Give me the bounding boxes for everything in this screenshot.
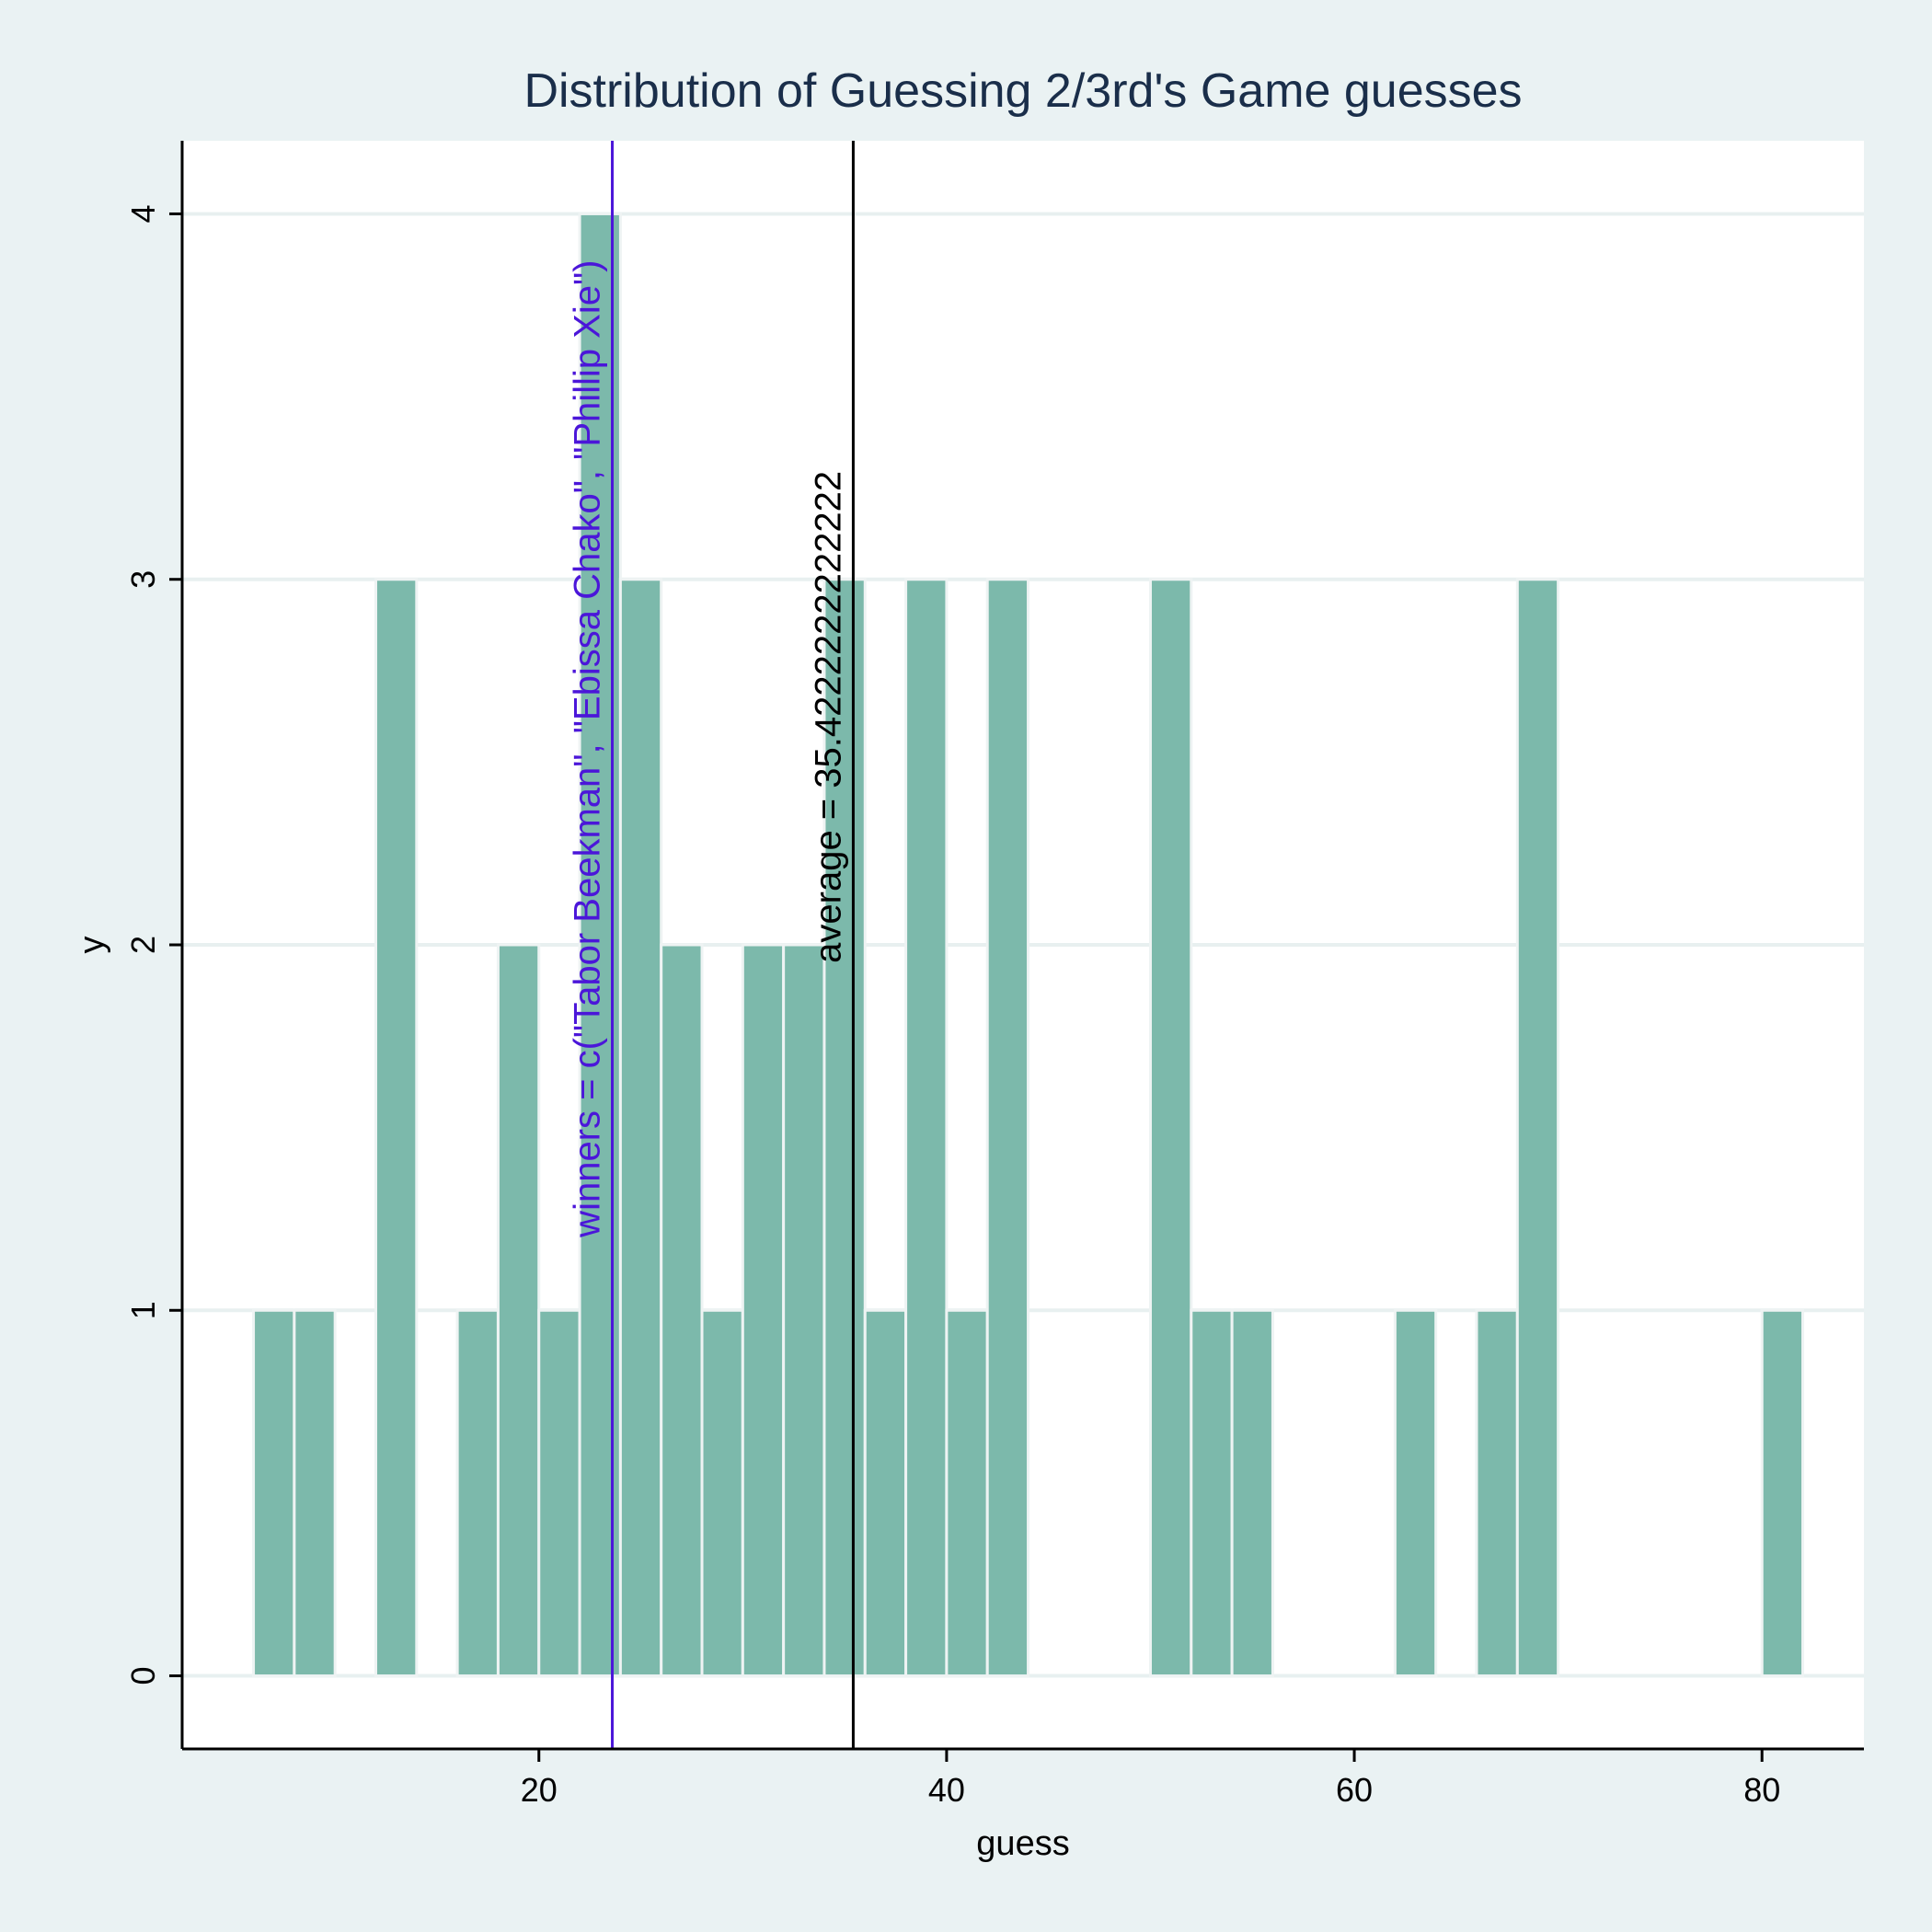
bar-17 bbox=[1148, 578, 1193, 1678]
bar-11 bbox=[782, 943, 826, 1678]
y-tick-label-0: 0 bbox=[124, 1667, 162, 1685]
x-axis-label: guess bbox=[976, 1824, 1069, 1863]
bar-1 bbox=[293, 1308, 337, 1678]
bar-22 bbox=[1515, 578, 1560, 1678]
y-tick-label-1: 1 bbox=[124, 1301, 162, 1319]
bar-23 bbox=[1760, 1308, 1805, 1678]
bar-15 bbox=[945, 1308, 989, 1678]
vline-label-1: average = 35.4222222222222 bbox=[808, 471, 848, 963]
bar-14 bbox=[904, 578, 949, 1678]
y-tick-label-3: 3 bbox=[124, 570, 162, 589]
x-tick-label-60: 60 bbox=[1336, 1771, 1373, 1809]
ticks: 20 40 60 80 0 1 2 3 4 bbox=[124, 204, 1780, 1809]
reference-lines: winners = c("Tabor Beekman", "Ebissa Cha… bbox=[568, 141, 855, 1749]
bar-12 bbox=[822, 578, 867, 1678]
bar-20 bbox=[1393, 1308, 1438, 1678]
x-tick-label-20: 20 bbox=[521, 1771, 558, 1809]
bar-3 bbox=[455, 1308, 500, 1678]
bar-5 bbox=[537, 1308, 581, 1678]
bar-0 bbox=[252, 1308, 296, 1678]
bar-21 bbox=[1475, 1308, 1519, 1678]
bar-16 bbox=[985, 578, 1030, 1678]
x-tick-label-80: 80 bbox=[1743, 1771, 1780, 1809]
bar-2 bbox=[374, 578, 419, 1678]
bar-7 bbox=[618, 578, 663, 1678]
bar-8 bbox=[660, 943, 704, 1678]
bar-4 bbox=[496, 943, 541, 1678]
bar-9 bbox=[700, 1308, 744, 1678]
vline-label-0: winners = c("Tabor Beekman", "Ebissa Cha… bbox=[568, 260, 608, 1238]
bars bbox=[252, 212, 1805, 1678]
bar-18 bbox=[1190, 1308, 1234, 1678]
bar-13 bbox=[863, 1308, 908, 1678]
y-axis-label: y bbox=[73, 937, 111, 954]
bar-19 bbox=[1230, 1308, 1274, 1678]
chart-title: Distribution of Guessing 2/3rd's Game gu… bbox=[523, 64, 1522, 118]
y-tick-label-4: 4 bbox=[124, 204, 162, 223]
x-tick-label-40: 40 bbox=[928, 1771, 965, 1809]
y-tick-label-2: 2 bbox=[124, 936, 162, 954]
bar-10 bbox=[741, 943, 786, 1678]
